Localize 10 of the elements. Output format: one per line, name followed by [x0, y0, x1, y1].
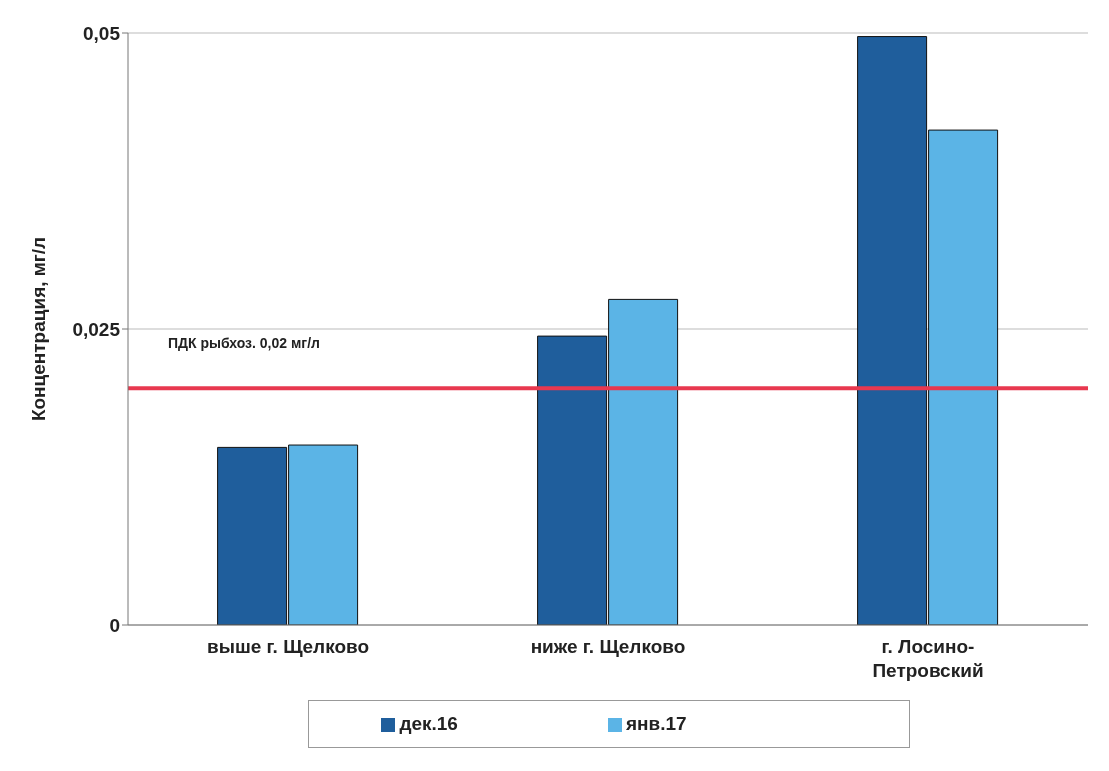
y-tick-label: 0: [109, 614, 120, 636]
y-tick-label: 0,05: [83, 22, 121, 44]
x-tick-label: ниже г. Щелково: [530, 636, 686, 657]
y-axis-title: Концентрация, мг/л: [27, 236, 49, 422]
legend-label: янв.17: [625, 713, 687, 734]
legend-label: дек.16: [399, 713, 458, 734]
x-tick-label: г. Лосино-Петровский: [872, 636, 984, 681]
ref-line-label: ПДК рыбхоз. 0,02 мг/л: [168, 335, 320, 352]
y-tick-label: 0,025: [72, 318, 121, 340]
x-tick-label: выше г. Щелково: [206, 636, 370, 657]
